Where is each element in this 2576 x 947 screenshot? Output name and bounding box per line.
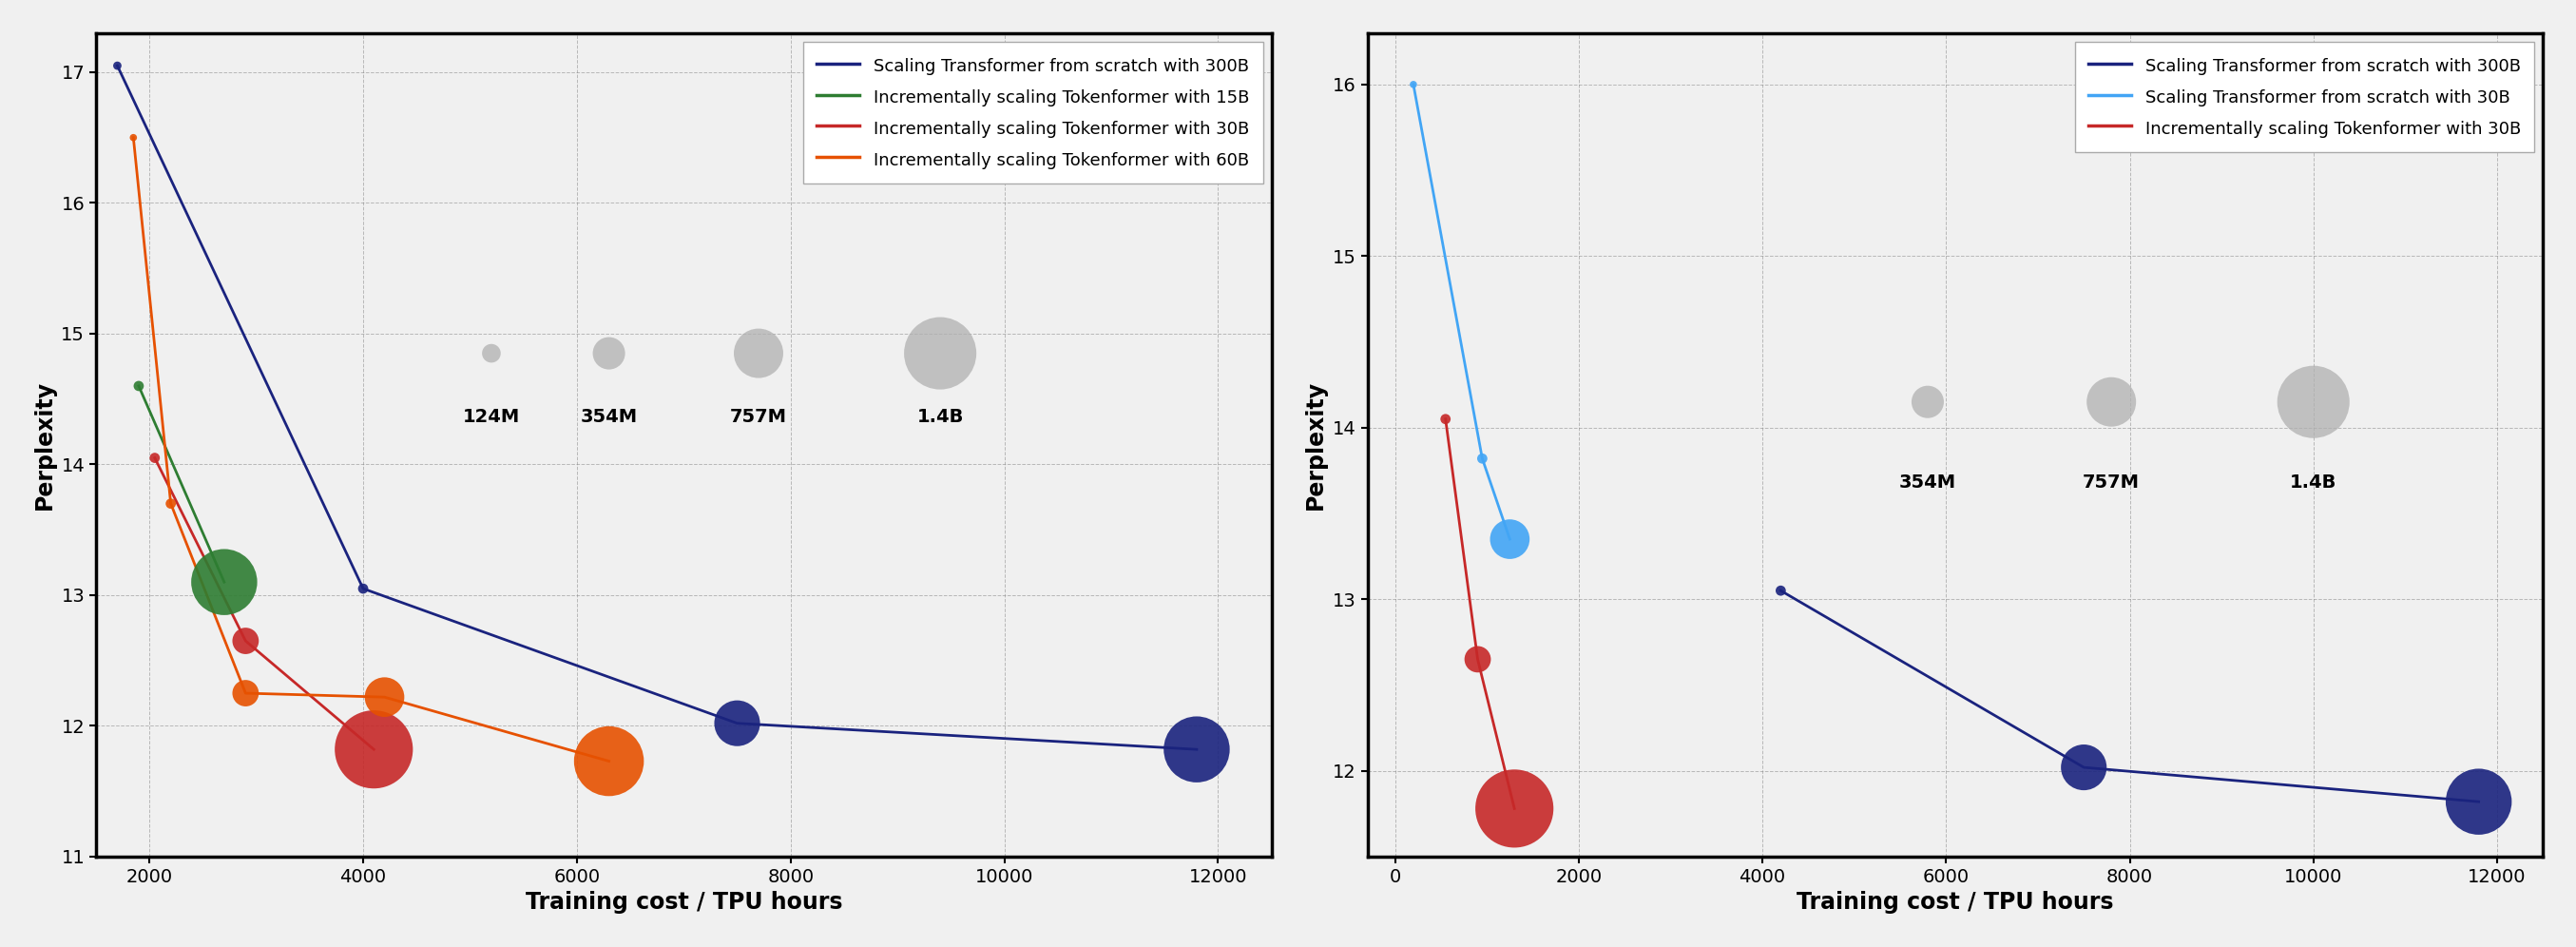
Legend: Scaling Transformer from scratch with 300B, Incrementally scaling Tokenformer wi: Scaling Transformer from scratch with 30… (804, 42, 1262, 184)
Point (2092, 394, 2133, 409)
Point (1759, 583, 1801, 599)
Text: 757M: 757M (729, 408, 788, 426)
Point (149, 496, 191, 511)
Text: 354M: 354M (1899, 474, 1955, 492)
Legend: Scaling Transformer from scratch with 300B, Scaling Transformer from scratch wit: Scaling Transformer from scratch with 30… (2074, 42, 2535, 152)
Point (2063, 759, 2105, 775)
Point (224, 686, 265, 701)
Point (1425, 412, 1466, 427)
Point (587, 754, 629, 769)
Point (2293, 394, 2334, 409)
Point (1461, 451, 1502, 466)
X-axis label: Training cost / TPU hours: Training cost / TPU hours (1795, 891, 2115, 914)
Point (737, 346, 778, 361)
Point (134, 451, 175, 466)
Point (1489, 531, 1530, 546)
Point (204, 575, 245, 590)
Point (224, 634, 265, 649)
Point (353, 742, 394, 757)
Point (1494, 801, 1535, 816)
Point (587, 346, 629, 361)
Point (716, 716, 757, 731)
Point (113, 130, 155, 145)
Point (1458, 652, 1499, 667)
Y-axis label: Perplexity: Perplexity (33, 380, 57, 509)
Point (1177, 742, 1218, 757)
Point (363, 689, 404, 705)
Text: 1.4B: 1.4B (917, 408, 963, 426)
Text: 124M: 124M (464, 408, 520, 426)
Point (98, 58, 139, 73)
Point (118, 379, 160, 394)
Point (1906, 394, 1947, 409)
Point (471, 346, 513, 361)
Y-axis label: Perplexity: Perplexity (1303, 380, 1327, 509)
Text: 757M: 757M (2084, 474, 2141, 492)
Text: 354M: 354M (580, 408, 636, 426)
Text: 1.4B: 1.4B (2290, 474, 2336, 492)
X-axis label: Training cost / TPU hours: Training cost / TPU hours (526, 891, 842, 914)
Point (920, 346, 961, 361)
Point (1394, 77, 1435, 92)
Point (343, 581, 384, 597)
Point (2458, 795, 2499, 810)
